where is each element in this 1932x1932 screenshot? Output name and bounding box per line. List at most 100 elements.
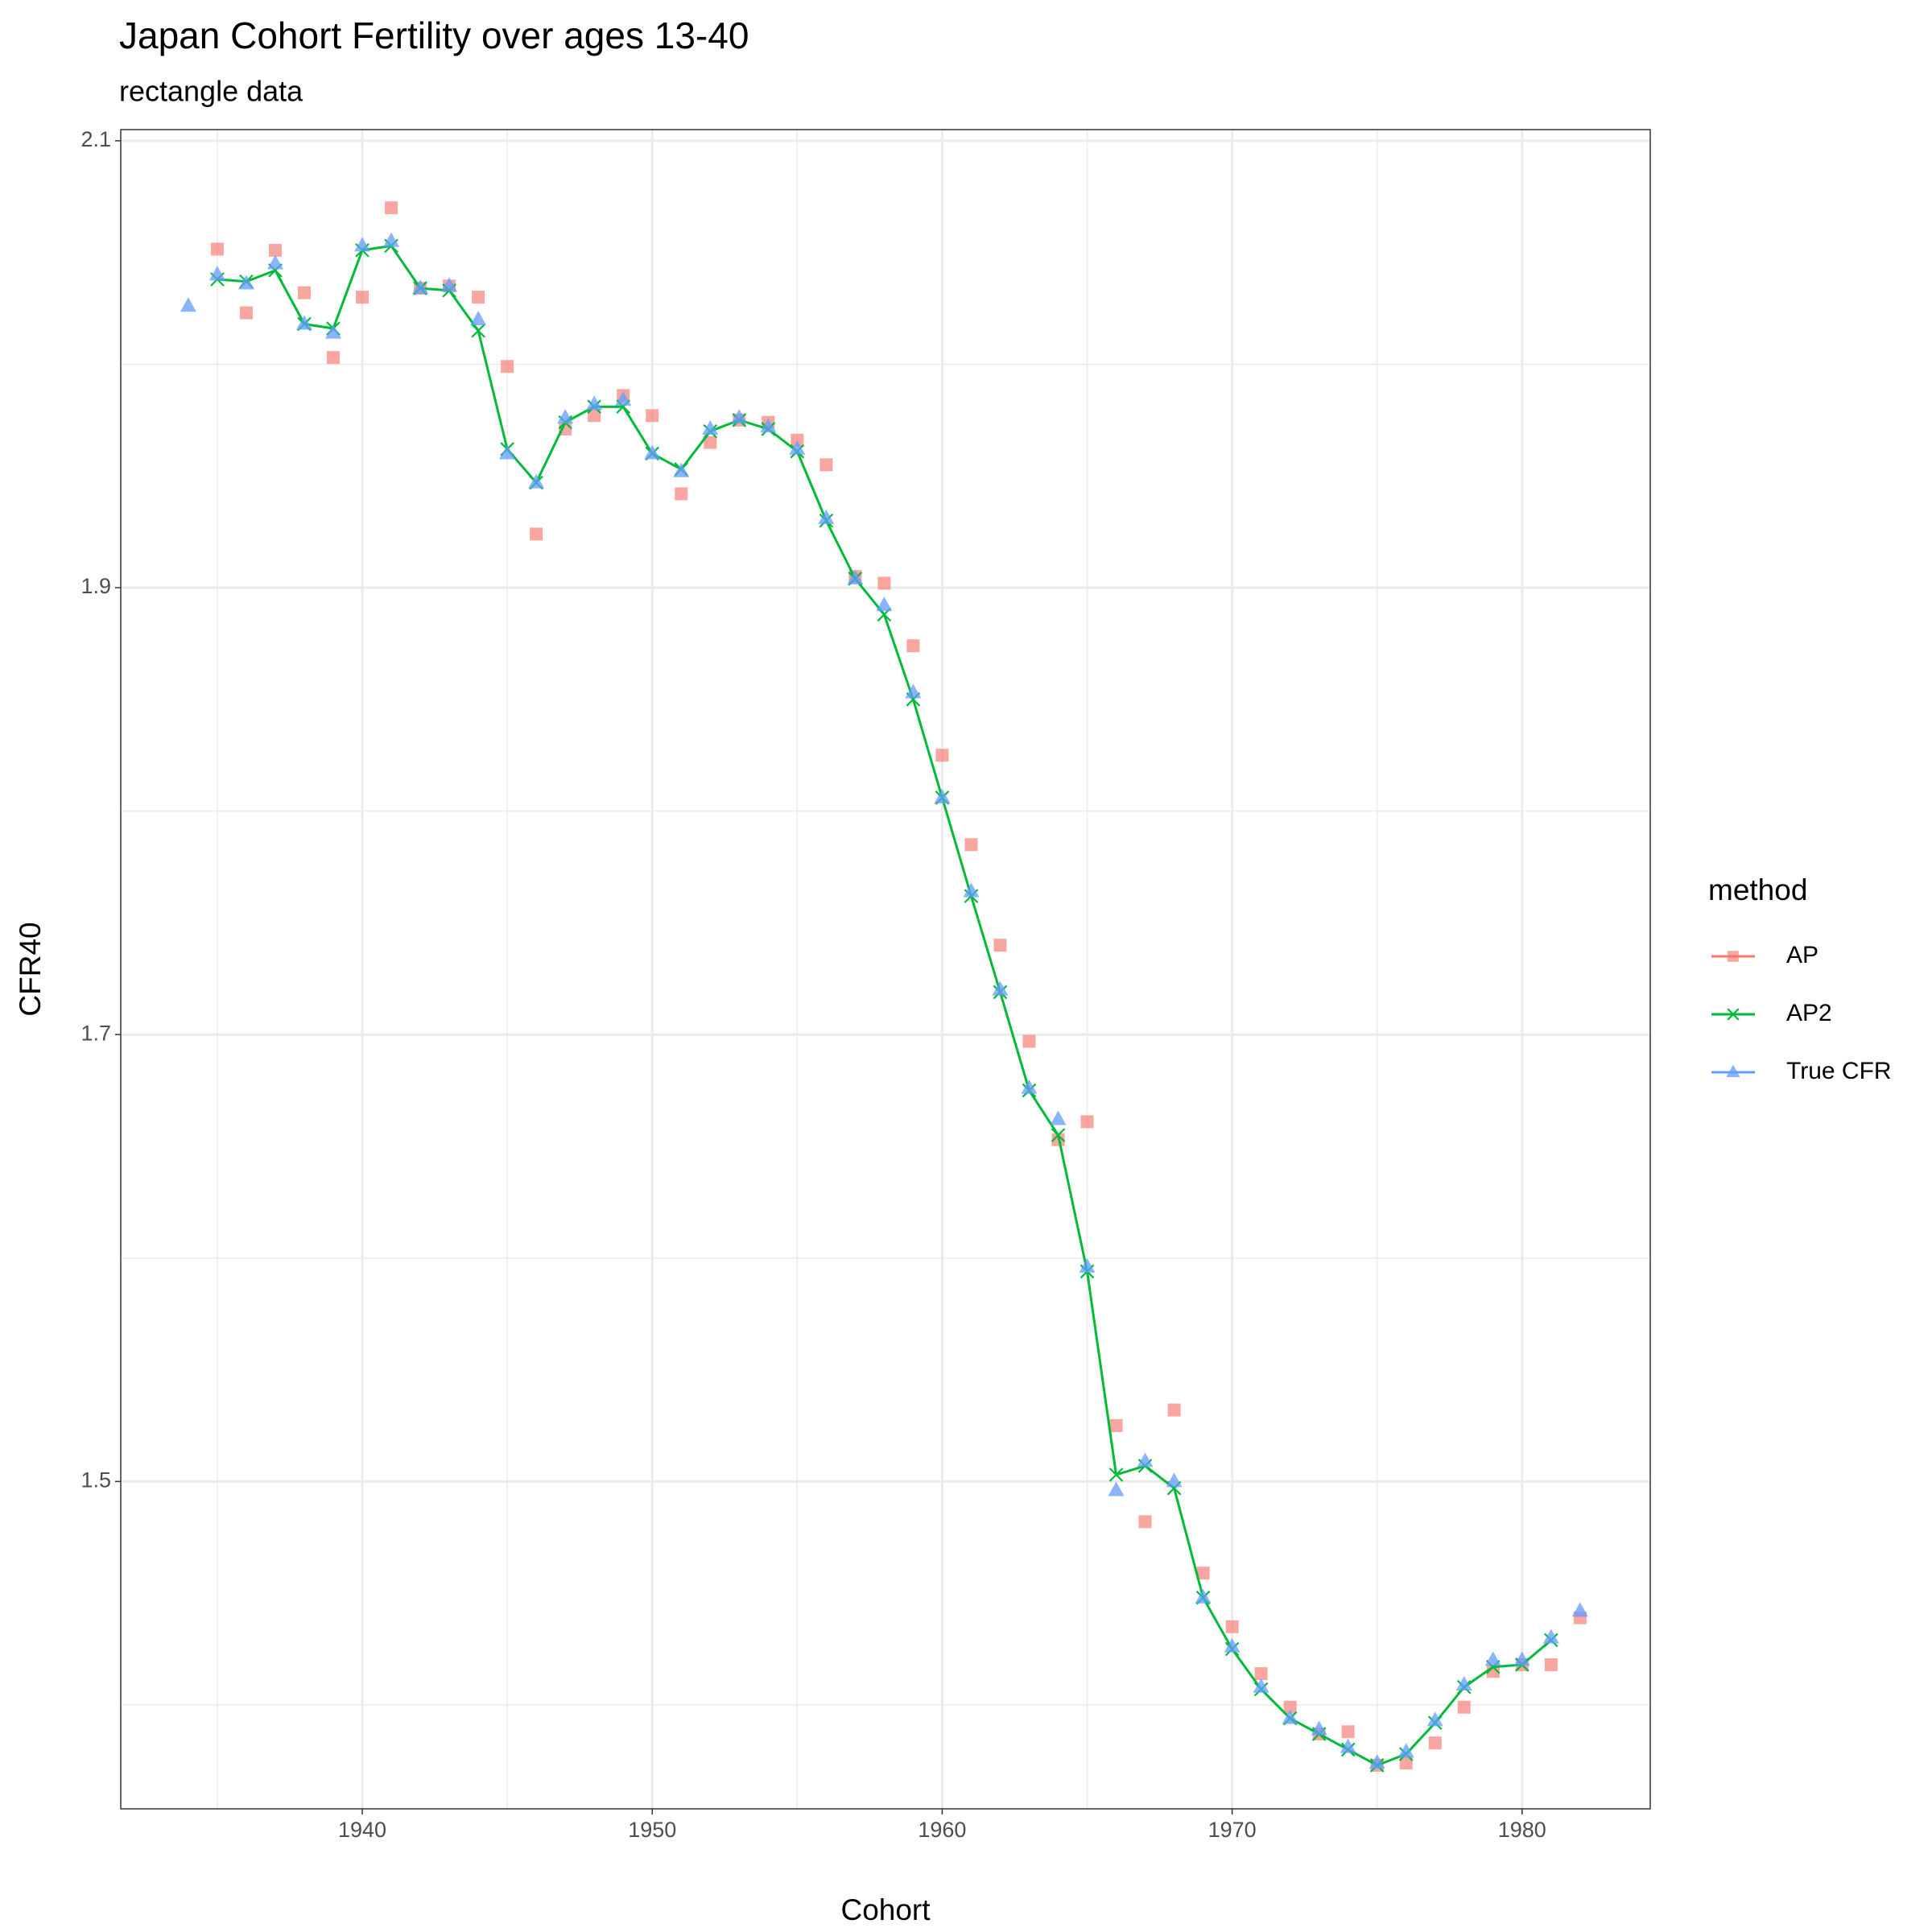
point	[964, 838, 978, 852]
legend-key-marker	[1728, 951, 1739, 962]
point	[992, 980, 1009, 996]
x-axis-title: Cohort	[840, 1893, 931, 1926]
point	[1368, 1754, 1385, 1769]
point	[1544, 1657, 1558, 1671]
point	[935, 749, 949, 762]
point	[644, 444, 661, 460]
chart-title: Japan Cohort Fertility over ages 13-40	[119, 14, 749, 56]
point	[704, 436, 717, 449]
point	[818, 509, 835, 524]
point	[1166, 1472, 1183, 1488]
point	[470, 310, 487, 325]
point	[208, 266, 225, 281]
point	[385, 201, 398, 215]
y-tick-label: 1.7	[80, 1021, 111, 1045]
x-tick-label: 1940	[338, 1818, 386, 1842]
point	[1283, 1700, 1297, 1714]
point	[412, 279, 429, 295]
point	[1513, 1651, 1530, 1666]
point	[1137, 1452, 1154, 1468]
point	[934, 788, 951, 803]
point	[296, 315, 312, 330]
point	[791, 433, 804, 447]
point	[1428, 1736, 1442, 1750]
point	[1021, 1079, 1038, 1094]
point	[528, 473, 545, 489]
point	[210, 242, 224, 256]
point	[963, 882, 980, 898]
point	[615, 390, 632, 406]
point	[557, 409, 574, 424]
point	[673, 462, 690, 477]
legend-label: True CFR	[1786, 1058, 1892, 1084]
point	[1455, 1675, 1472, 1690]
point	[1050, 1110, 1067, 1125]
point	[1397, 1743, 1414, 1758]
legend-key-marker	[1727, 1008, 1740, 1021]
chart-subtitle: rectangle data	[119, 75, 303, 108]
point	[993, 939, 1007, 952]
point	[180, 297, 196, 312]
point	[1340, 1738, 1356, 1753]
point	[471, 324, 485, 338]
x-tick-label: 1980	[1498, 1818, 1546, 1842]
legend-key-marker	[1726, 1064, 1740, 1077]
point	[646, 409, 659, 423]
point	[1253, 1678, 1269, 1693]
point	[1196, 1567, 1210, 1580]
point	[1079, 1257, 1096, 1273]
point	[588, 409, 601, 423]
point	[237, 275, 254, 290]
panel-border	[120, 129, 1651, 1810]
point	[325, 324, 342, 339]
y-tick-label: 1.5	[80, 1468, 111, 1492]
point	[239, 306, 253, 320]
point	[354, 237, 371, 252]
point	[1195, 1588, 1212, 1604]
point	[1109, 1418, 1123, 1432]
x-tick-label: 1970	[1208, 1818, 1257, 1842]
point	[1254, 1667, 1268, 1681]
point	[383, 232, 400, 247]
point	[530, 527, 543, 541]
point	[499, 444, 516, 460]
point	[1542, 1629, 1559, 1644]
point	[1399, 1757, 1413, 1770]
point	[1426, 1711, 1443, 1727]
point	[356, 291, 369, 304]
y-axis-title: CFR40	[14, 922, 47, 1016]
point	[586, 395, 603, 411]
legend-label: AP2	[1786, 1000, 1832, 1026]
point	[1571, 1602, 1588, 1617]
point	[1224, 1637, 1241, 1653]
point	[501, 360, 514, 374]
point	[877, 576, 891, 590]
point	[472, 291, 485, 304]
point	[266, 254, 283, 270]
point	[441, 277, 458, 292]
point	[1080, 1115, 1094, 1129]
y-tick-label: 1.9	[80, 574, 111, 598]
point	[1138, 1515, 1152, 1529]
point	[905, 683, 922, 699]
point	[1051, 1128, 1066, 1142]
point	[1311, 1720, 1327, 1736]
point	[1341, 1725, 1355, 1739]
legend-title: method	[1708, 873, 1807, 906]
point	[731, 409, 748, 424]
point	[789, 440, 806, 455]
point	[675, 487, 688, 501]
point	[1225, 1620, 1239, 1633]
point	[760, 418, 777, 433]
point	[1108, 1481, 1125, 1496]
point	[876, 597, 893, 612]
point	[819, 458, 833, 472]
point	[268, 243, 282, 257]
x-tick-label: 1950	[628, 1818, 676, 1842]
x-tick-label: 1960	[918, 1818, 966, 1842]
point	[1484, 1651, 1501, 1666]
point	[847, 569, 864, 584]
point	[1167, 1403, 1181, 1417]
